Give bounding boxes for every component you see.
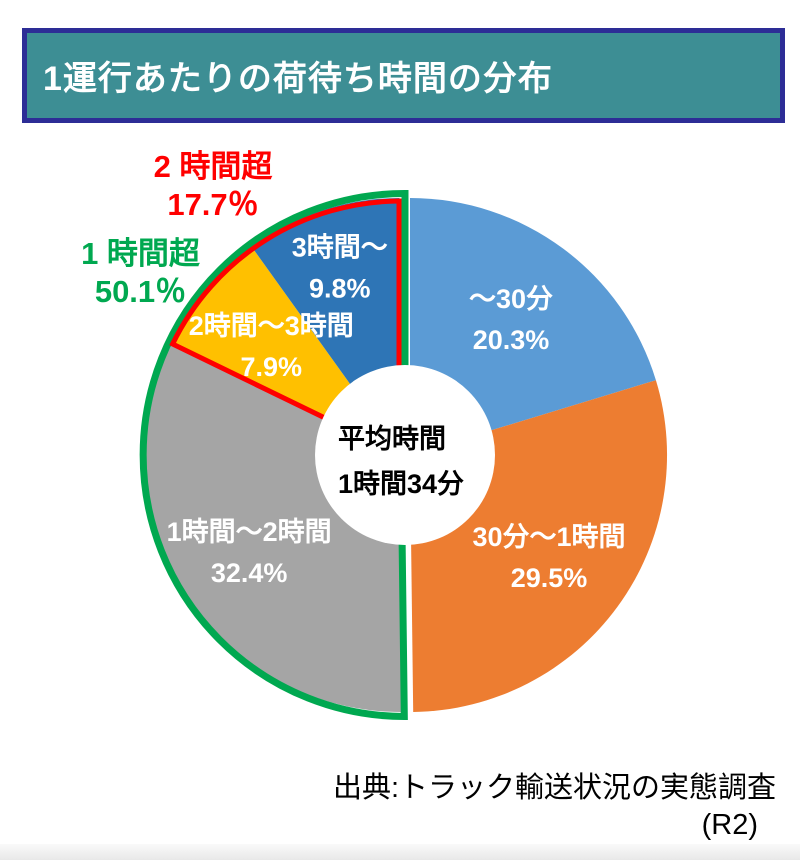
source-text: 出典:トラック輸送状況の実態調査: [332, 772, 776, 804]
annotation-over-1-hour-label: 1 時間超: [81, 236, 200, 271]
annotation-over-2-hours: 2 時間超 17.7％: [128, 148, 298, 224]
annotation-over-2-hours-label: 2 時間超: [153, 149, 273, 184]
average-time-value: 1時間34分: [338, 469, 465, 499]
slice-label-2: 1時間～2時間 32.4%: [167, 517, 332, 588]
average-time-caption: 平均時間: [338, 424, 446, 454]
footer-band: [0, 844, 800, 860]
title-bar: 1運行あたりの荷待ち時間の分布: [22, 28, 785, 123]
page-title: 1運行あたりの荷待ち時間の分布: [43, 60, 553, 98]
annotation-over-1-hour-value: 50.1％: [94, 274, 187, 309]
bracket-over2h: [169, 198, 402, 420]
slice-label-4: 3時間～ 9.8%: [292, 232, 388, 303]
annotation-over-2-hours-value: 17.7％: [167, 187, 259, 222]
source-year: (R2): [701, 809, 758, 841]
bracket-over1h: [139, 189, 409, 721]
pie-slice-0: [410, 197, 656, 455]
average-time-label: 平均時間 1時間34分: [338, 417, 464, 507]
slice-label-1: 30分～1時間 29.5%: [472, 522, 625, 593]
source-note: 出典:トラック輸送状況の実態調査 (R2): [333, 770, 776, 844]
slice-label-0: ～30分 20.3%: [469, 284, 553, 355]
annotation-over-1-hour: 1 時間超 50.1％: [43, 235, 238, 311]
slice-label-3: 2時間～3時間 7.9%: [189, 311, 354, 382]
donut-hole: [315, 365, 495, 545]
